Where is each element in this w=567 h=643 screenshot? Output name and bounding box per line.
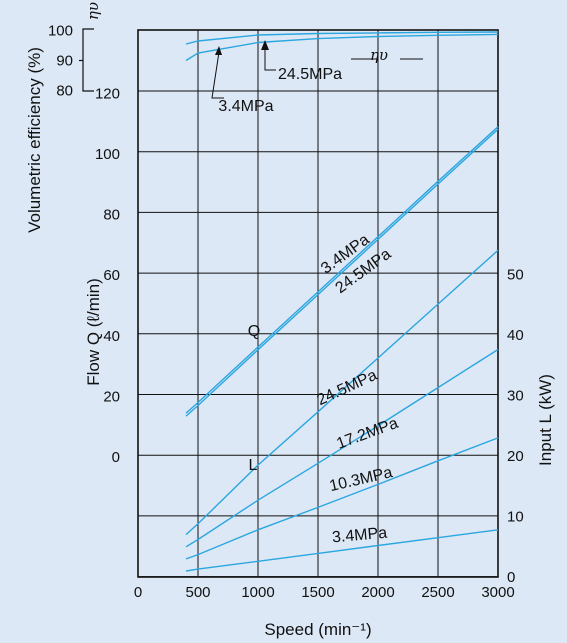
- series-line-flow-24.5mpa: [185, 128, 499, 417]
- flow-tick-label: 0: [112, 449, 120, 466]
- flow-tick-label: 100: [95, 146, 120, 163]
- flow-axis-title: Flow Q (ℓ/min): [84, 278, 103, 386]
- efficiency-tick-label: 90: [56, 53, 73, 70]
- input-label-3-4mpa: 3.4MPa: [331, 525, 388, 547]
- series-line-efficiency-24.5mpa: [185, 33, 499, 62]
- input-group-label: L: [249, 457, 258, 474]
- series-line-flow-3.4mpa: [185, 126, 499, 414]
- grid: [138, 30, 498, 578]
- efficiency-callout-3-4mpa: [211, 51, 224, 99]
- efficiency-scale-bracket: [82, 28, 94, 92]
- input-tick-label: 0: [507, 569, 515, 586]
- efficiency-label-24-5mpa: 24.5MPa: [278, 66, 342, 83]
- x-tick-label: 500: [185, 584, 210, 601]
- input-tick-label: 40: [507, 327, 524, 344]
- flow-tick-label: 80: [103, 207, 120, 224]
- x-tick-label: 3000: [481, 584, 514, 601]
- flow-tick-label: 40: [103, 328, 120, 345]
- series-line-input-3.4mpa: [185, 529, 499, 572]
- x-axis-title: Speed (min⁻¹): [264, 620, 371, 639]
- efficiency-axis-symbol: ηυ: [84, 2, 102, 20]
- input-tick-label: 20: [507, 448, 524, 465]
- efficiency-curve-label: ηυ: [370, 46, 388, 64]
- efficiency-arrow-24-5mpa: [261, 40, 269, 50]
- x-tick-label: 2500: [421, 584, 454, 601]
- tick-labels: 0 500 1000 1500 2000 2500 30000204060801001200…: [48, 23, 524, 602]
- input-label-24-5mpa: 24.5MPa: [314, 367, 379, 410]
- x-tick-label: 0: [134, 584, 142, 601]
- flow-tick-label: 60: [103, 267, 120, 284]
- input-tick-label: 30: [507, 388, 524, 405]
- efficiency-label-3-4mpa: 3.4MPa: [218, 98, 273, 115]
- x-tick-label: 1500: [301, 584, 334, 601]
- efficiency-tick-label: 100: [48, 23, 73, 40]
- input-axis-title: Input L (kW): [536, 374, 555, 466]
- series-line-input-10.3mpa: [185, 437, 499, 560]
- efficiency-arrow-3-4mpa: [215, 46, 222, 55]
- x-tick-label: 1000: [241, 584, 274, 601]
- efficiency-axis-title: Volumetric efficiency (%): [25, 47, 44, 233]
- x-tick-label: 2000: [361, 584, 394, 601]
- input-tick-label: 10: [507, 509, 524, 526]
- plot-frame: [137, 29, 499, 578]
- series-line-input-24.5mpa: [185, 249, 499, 536]
- flow-tick-label: 20: [103, 388, 120, 405]
- axis-titles: Speed (min⁻¹) Flow Q (ℓ/min) Input L (kW) V…: [25, 2, 555, 639]
- flow-group-label: Q: [248, 323, 260, 340]
- series-line-efficiency-3.4mpa: [185, 31, 499, 45]
- input-label-17-2mpa: 17.2MPa: [334, 415, 400, 453]
- efficiency-callout-24-5mpa: [264, 46, 276, 71]
- series-lines: [185, 31, 499, 572]
- series-line-input-17.2mpa: [185, 348, 499, 548]
- flow-tick-label: 120: [95, 85, 120, 102]
- input-tick-label: 50: [507, 267, 524, 284]
- efficiency-tick-label: 80: [56, 83, 73, 100]
